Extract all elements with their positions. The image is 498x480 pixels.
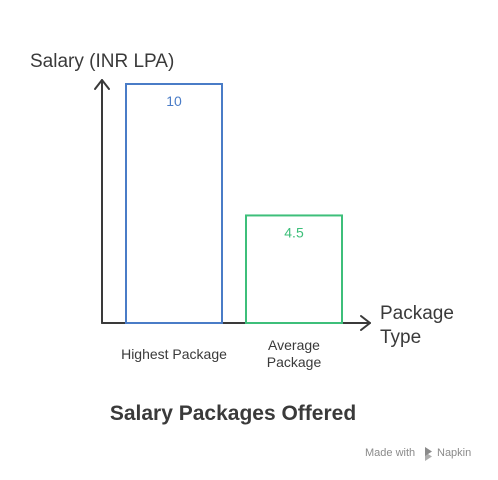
made-with-napkin-credit: Made with Napkin — [365, 447, 471, 461]
bars-group — [125, 83, 343, 324]
y-axis-arrow-icon — [94, 79, 110, 90]
x-axis-title-line-1: Package — [380, 303, 454, 324]
category-label-1: Highest Package — [121, 346, 227, 362]
x-axis-title-line-2: Type — [380, 327, 421, 348]
value-labels-group: 104.5 — [166, 93, 304, 240]
bar-1 — [125, 83, 223, 324]
category-label-2-line-2: Package — [267, 354, 322, 370]
bar-2 — [245, 214, 343, 324]
credit-made-with-text: Made with — [365, 447, 415, 459]
x-axis-arrow-icon — [360, 315, 371, 331]
chart-title: Salary Packages Offered — [110, 402, 356, 425]
category-labels-group: Highest Package Average Package — [121, 337, 321, 370]
value-label-1: 10 — [166, 93, 182, 109]
category-label-2-line-1: Average — [268, 337, 320, 353]
napkin-logo-icon — [425, 447, 432, 461]
value-label-2: 4.5 — [284, 224, 304, 240]
y-axis-title: Salary (INR LPA) — [30, 51, 174, 72]
category-label-1-line-1: Highest Package — [121, 346, 227, 362]
category-label-2: Average Package — [267, 337, 322, 370]
credit-brand-text: Napkin — [437, 447, 471, 459]
x-axis-title: Package Type — [380, 303, 459, 348]
